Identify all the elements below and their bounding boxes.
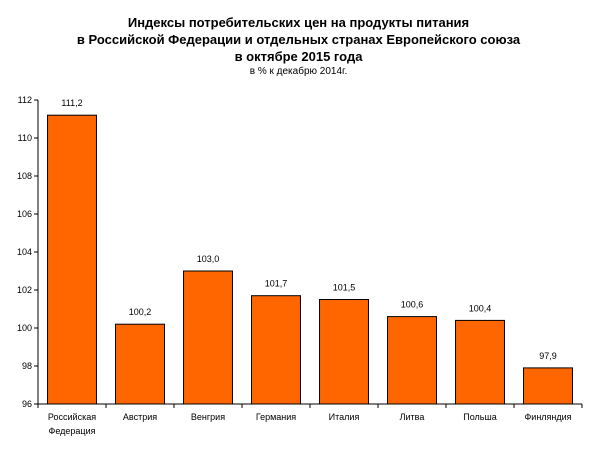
x-tick-label: Литва [400,412,425,422]
data-label: 100,6 [401,300,424,310]
data-label: 97,9 [539,351,557,361]
chart-subtitle: в % к декабрю 2014г. [249,66,348,77]
bar [115,323,165,405]
bar [523,367,573,405]
chart-title-line-1: Индексы потребительских цен на продукты … [127,15,470,30]
y-tick-label: 100 [17,323,32,333]
x-tick-label: Венгрия [191,412,225,422]
y-tick-label: 96 [22,399,32,409]
y-tick-label: 98 [22,361,32,371]
y-tick-label: 102 [17,285,32,295]
chart-title: Индексы потребительских цен на продукты … [0,14,597,78]
bar [47,114,97,405]
x-tick-label: Российская [48,412,96,422]
x-tick-label: Италия [329,412,360,422]
bar [319,299,369,405]
x-tick-label: Австрия [123,412,157,422]
bar [183,270,233,405]
x-tick-label: Польша [463,412,496,422]
y-tick-label: 112 [18,95,32,105]
data-label: 100,2 [129,307,152,317]
data-label: 101,5 [333,283,356,293]
bar [251,295,301,405]
chart-title-line-3: в октябре 2015 года [234,49,363,64]
x-tick-label: Финляндия [524,412,571,422]
data-label: 111,2 [61,98,82,108]
y-tick-label: 104 [17,247,32,257]
data-label: 103,0 [197,254,220,264]
bar [387,316,437,405]
data-label: 100,4 [469,303,492,313]
x-tick-label: Федерация [49,426,96,436]
y-tick-label: 110 [18,133,32,143]
y-tick-label: 106 [17,209,32,219]
y-tick-label: 108 [17,171,32,181]
chart-title-line-2: в Российской Федерации и отдельных стран… [76,32,521,47]
bar [455,319,505,405]
x-tick-label: Германия [256,412,296,422]
data-label: 101,7 [265,279,288,289]
